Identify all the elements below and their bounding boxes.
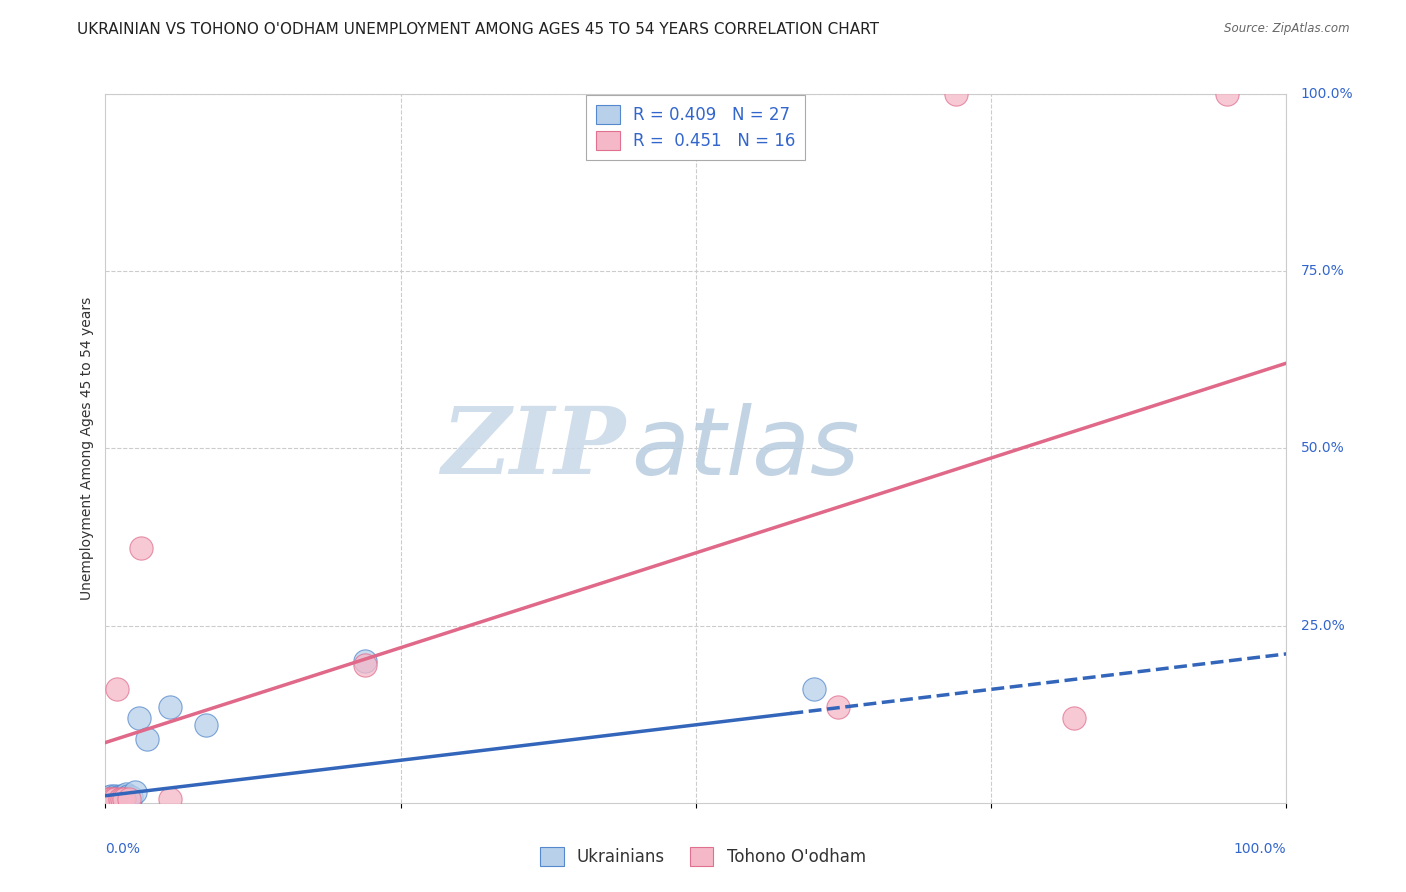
Point (105, 792, 128, 806)
Text: ZIP: ZIP (441, 403, 626, 493)
Point (111, 792, 134, 806)
Point (98, 792, 121, 806)
Point (105, 790, 128, 805)
Point (111, 792, 134, 806)
Legend: R = 0.409   N = 27, R =  0.451   N = 16: R = 0.409 N = 27, R = 0.451 N = 16 (586, 95, 806, 160)
Point (104, 792, 127, 806)
Point (124, 785, 146, 799)
Text: atlas: atlas (631, 402, 859, 494)
Text: 75.0%: 75.0% (1301, 264, 1344, 278)
Text: 25.0%: 25.0% (1301, 618, 1344, 632)
Point (105, 682, 128, 697)
Point (112, 792, 135, 806)
Legend: Ukrainians, Tohono O'odham: Ukrainians, Tohono O'odham (533, 840, 873, 873)
Point (1216, 87, 1239, 101)
Text: Source: ZipAtlas.com: Source: ZipAtlas.com (1225, 22, 1350, 36)
Point (112, 789, 135, 803)
Point (194, 718, 217, 732)
Text: 50.0%: 50.0% (1301, 442, 1344, 455)
Point (354, 654, 377, 668)
Point (129, 541, 152, 555)
Text: 100.0%: 100.0% (1234, 842, 1286, 855)
Point (101, 792, 124, 806)
Point (100, 789, 122, 803)
Point (114, 787, 136, 801)
Point (112, 790, 135, 805)
Point (97, 792, 120, 806)
Point (115, 790, 138, 805)
Point (110, 789, 132, 803)
Point (107, 792, 129, 806)
Point (135, 731, 157, 746)
Point (103, 790, 125, 805)
Text: UKRAINIAN VS TOHONO O'ODHAM UNEMPLOYMENT AMONG AGES 45 TO 54 YEARS CORRELATION C: UKRAINIAN VS TOHONO O'ODHAM UNEMPLOYMENT… (77, 22, 879, 37)
Point (118, 792, 141, 806)
Point (98, 792, 121, 806)
Point (101, 792, 124, 806)
Point (128, 711, 150, 725)
Point (120, 790, 142, 805)
Point (98, 790, 121, 805)
Point (118, 792, 141, 806)
Y-axis label: Unemployment Among Ages 45 to 54 years: Unemployment Among Ages 45 to 54 years (80, 297, 94, 599)
Point (354, 657, 377, 672)
Point (104, 789, 127, 803)
Point (108, 792, 131, 806)
Point (117, 789, 139, 803)
Point (945, 87, 967, 101)
Point (1063, 711, 1085, 725)
Text: 0.0%: 0.0% (105, 842, 141, 855)
Text: 100.0%: 100.0% (1301, 87, 1354, 101)
Point (97, 792, 120, 806)
Point (159, 792, 181, 806)
Point (108, 790, 131, 805)
Point (803, 682, 825, 697)
Point (827, 700, 849, 714)
Point (159, 700, 181, 714)
